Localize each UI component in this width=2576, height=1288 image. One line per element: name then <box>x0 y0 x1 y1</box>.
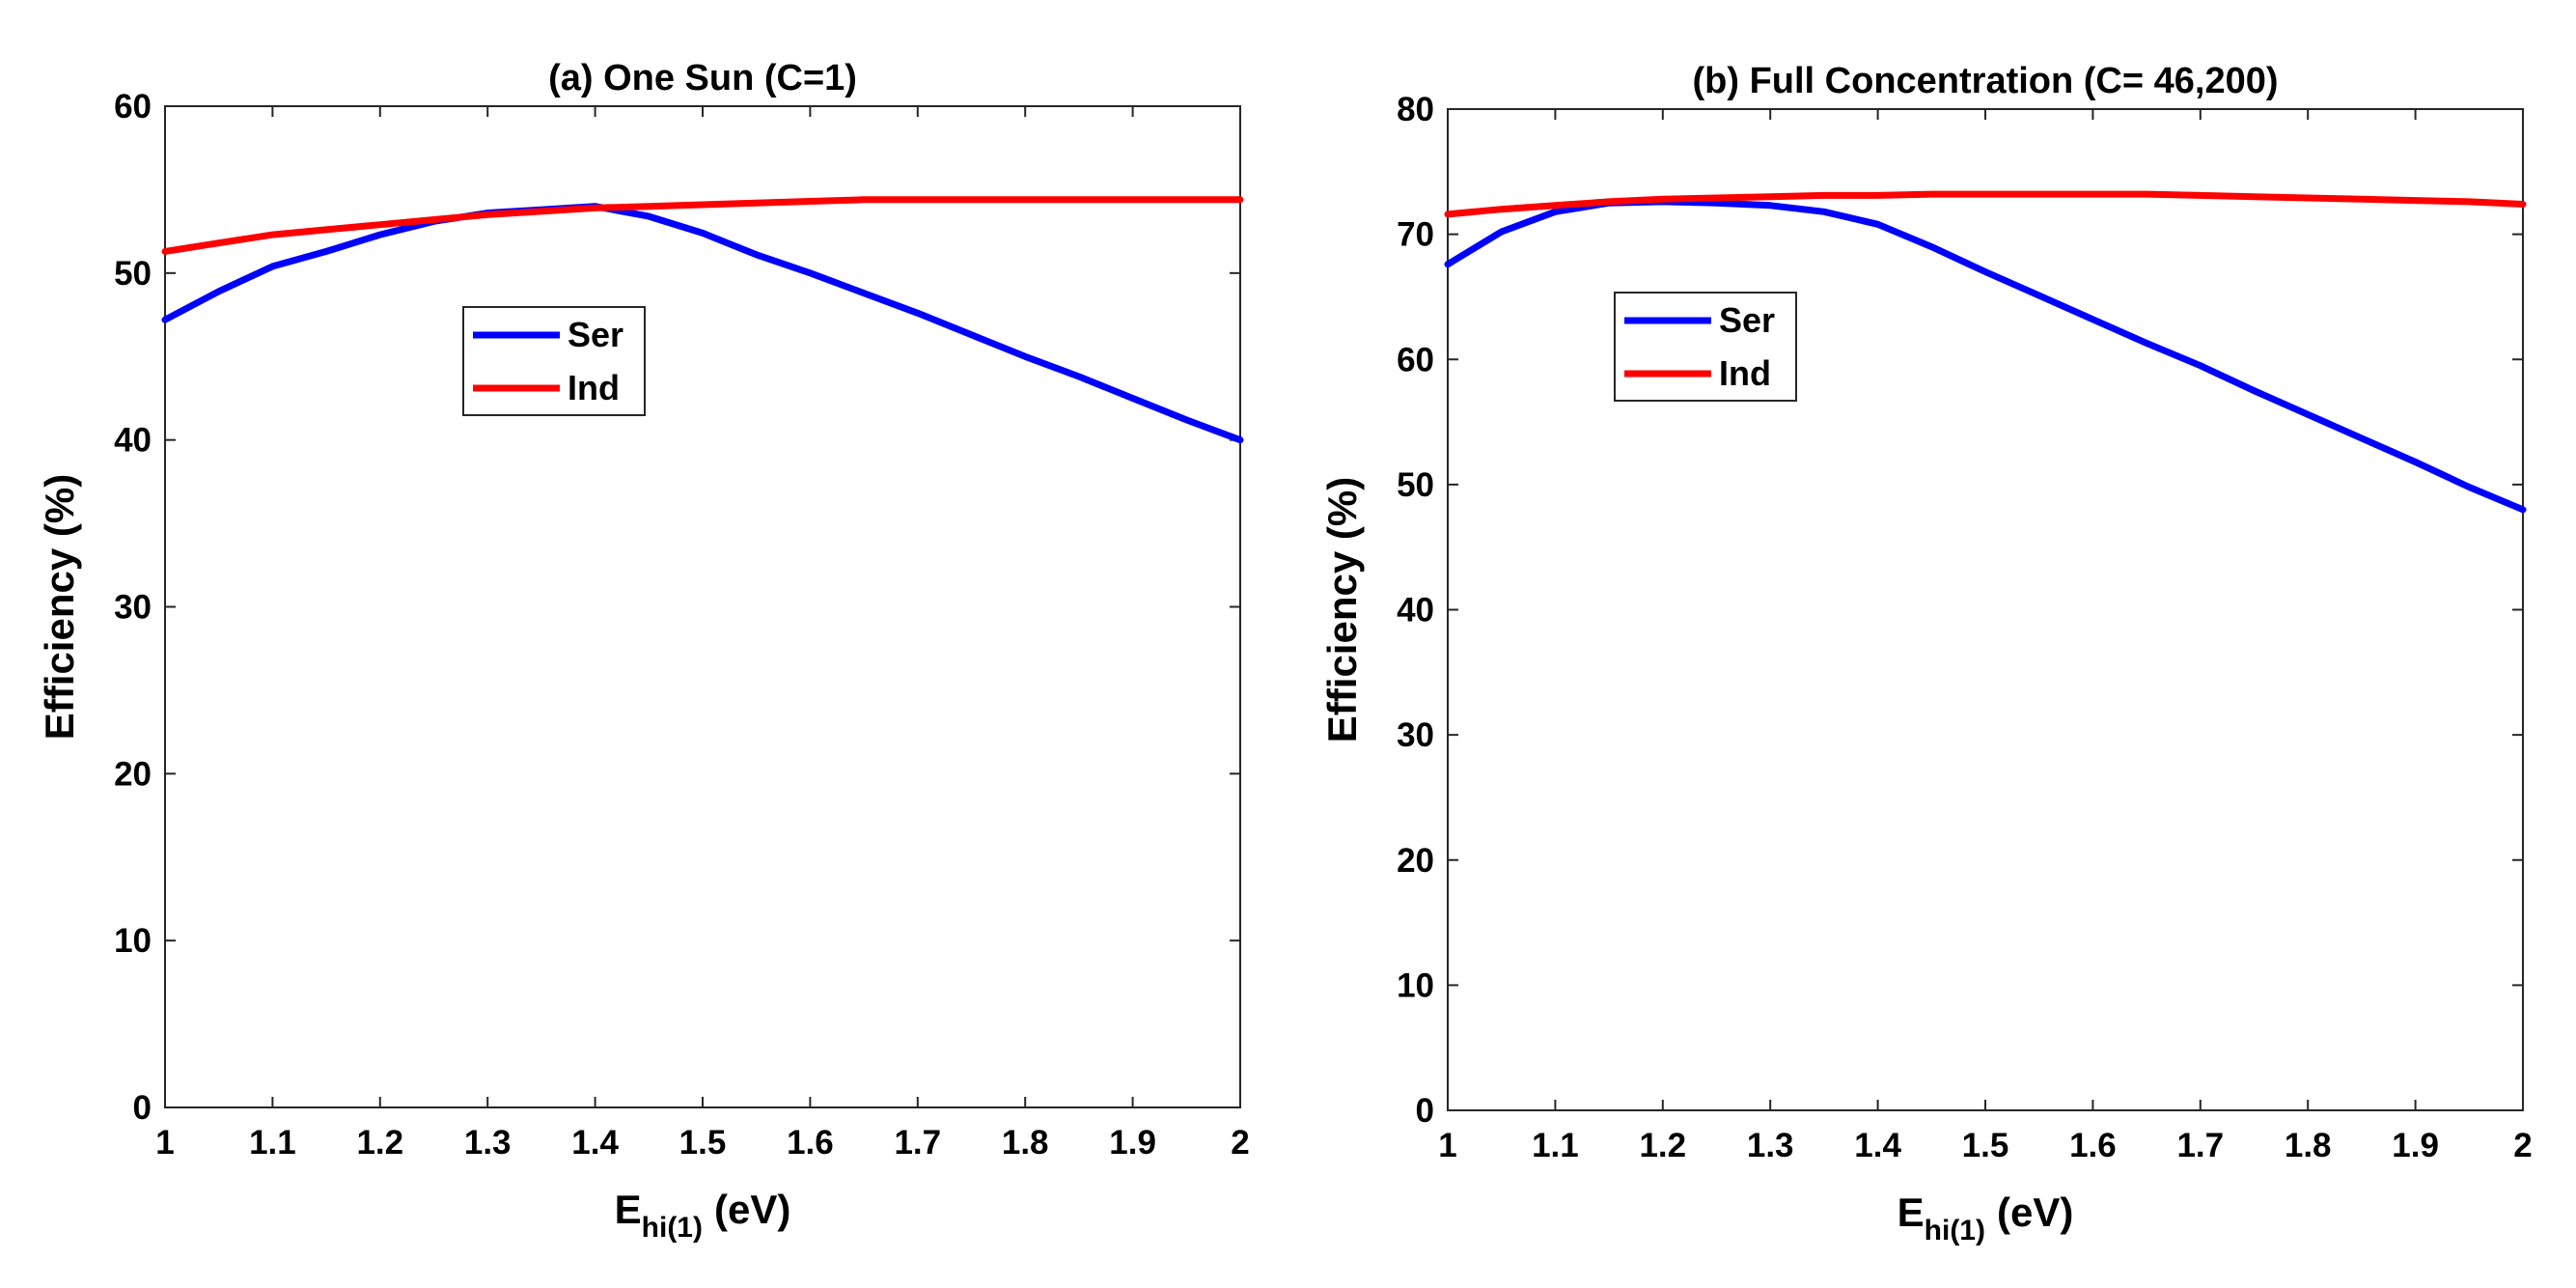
y-tick-label-b: 70 <box>1397 216 1434 254</box>
x-tick-label-b: 1.9 <box>2392 1127 2439 1164</box>
y-axis-label-b: Efficiency (%) <box>1319 477 1365 742</box>
legend-label-ser: Ser <box>1719 300 1775 340</box>
x-tick-label-b: 1.8 <box>2285 1127 2332 1164</box>
x-tick-label-a: 1.8 <box>1002 1124 1049 1162</box>
y-tick-label-b: 30 <box>1397 716 1434 754</box>
legend-a: Ser Ind <box>462 306 646 416</box>
y-tick-label-b: 40 <box>1397 592 1434 630</box>
y-tick-label-b: 80 <box>1397 91 1434 128</box>
chart-title-a: (a) One Sun (C=1) <box>548 58 857 98</box>
x-label-main: E <box>615 1187 642 1232</box>
legend-box <box>462 306 646 416</box>
y-tick-label-a: 30 <box>114 589 152 627</box>
x-tick-label-b: 1.6 <box>2069 1127 2117 1164</box>
y-tick-label-b: 0 <box>1416 1092 1434 1130</box>
y-tick-label-a: 0 <box>133 1089 152 1127</box>
legend-box <box>1614 292 1797 402</box>
x-tick-label-b: 1.5 <box>1962 1127 2009 1164</box>
y-tick-label-a: 40 <box>114 422 152 460</box>
x-label-unit: (eV) <box>1997 1190 2073 1235</box>
x-tick-label-a: 1.7 <box>894 1124 941 1162</box>
x-tick-label-a: 1.3 <box>464 1124 512 1162</box>
x-tick-label-a: 1.4 <box>571 1124 619 1162</box>
plot-area-a <box>164 105 1241 1108</box>
x-tick-label-b: 1.2 <box>1639 1127 1686 1164</box>
x-tick-label-b: 1 <box>1438 1127 1456 1164</box>
x-label-unit: (eV) <box>714 1187 790 1232</box>
y-axis-label-a: Efficiency (%) <box>37 474 82 740</box>
x-axis-label-b: Ehi(1) (eV) <box>1897 1190 2074 1246</box>
plot-area-b <box>1447 108 2524 1111</box>
x-tick-label-b: 1.7 <box>2176 1127 2224 1164</box>
x-tick-label-a: 1 <box>155 1124 174 1162</box>
series-line-ser-a <box>161 203 1244 444</box>
x-tick-label-b: 1.1 <box>1532 1127 1579 1164</box>
x-tick-label-a: 2 <box>1231 1124 1249 1162</box>
x-tick-label-b: 2 <box>2513 1127 2532 1164</box>
x-tick-label-a: 1.2 <box>356 1124 403 1162</box>
y-tick-label-a: 20 <box>114 755 152 793</box>
x-label-subscript: hi(1) <box>1925 1215 1985 1246</box>
y-tick-label-b: 50 <box>1397 466 1434 504</box>
y-tick-label-b: 20 <box>1397 842 1434 880</box>
y-tick-label-a: 10 <box>114 922 152 960</box>
x-tick-label-b: 1.4 <box>1854 1127 1901 1164</box>
panel-a-one-sun: 1 1.1 1.2 1.3 1.4 1.5 1.6 1.7 1.8 1.9 201020304050… <box>37 58 1250 1244</box>
y-tick-label-b: 60 <box>1397 341 1434 378</box>
x-tick-label-a: 1.9 <box>1109 1124 1156 1162</box>
x-label-subscript: hi(1) <box>642 1212 703 1244</box>
x-tick-label-b: 1.3 <box>1747 1127 1794 1164</box>
legend-label-ind: Ind <box>568 368 620 407</box>
panel-b-full-concentration: 1 1.1 1.2 1.3 1.4 1.5 1.6 1.7 1.8 1.9 201020304050… <box>1319 61 2533 1246</box>
chart-title-b: (b) Full Concentration (C= 46,200) <box>1692 61 2278 101</box>
legend-label-ser: Ser <box>568 315 623 354</box>
x-tick-label-a: 1.5 <box>679 1124 727 1162</box>
legend-label-ind: Ind <box>1719 353 1771 393</box>
y-tick-label-b: 10 <box>1397 966 1434 1004</box>
y-tick-label-a: 60 <box>114 88 152 126</box>
series-line-ind-b <box>1444 190 2527 218</box>
x-tick-label-a: 1.6 <box>787 1124 834 1162</box>
x-axis-label-a: Ehi(1) (eV) <box>615 1187 791 1244</box>
y-tick-label-a: 50 <box>114 255 152 293</box>
series-line-ind-a <box>161 196 1244 255</box>
x-label-main: E <box>1897 1190 1925 1235</box>
legend-b: Ser Ind <box>1614 292 1797 402</box>
x-tick-label-a: 1.1 <box>249 1124 296 1162</box>
